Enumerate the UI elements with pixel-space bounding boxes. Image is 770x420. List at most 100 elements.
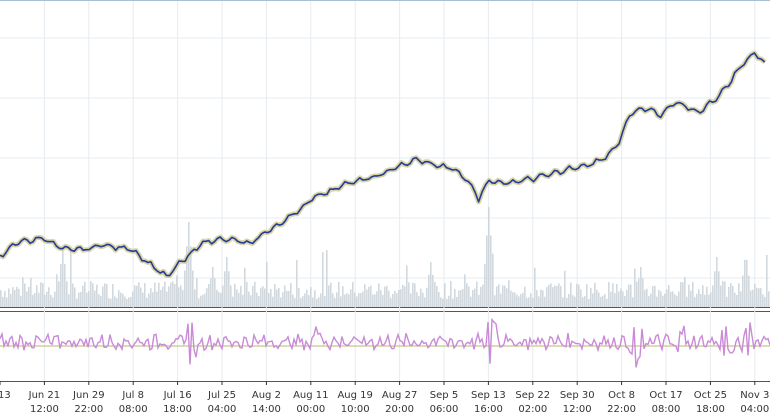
volume-bar	[124, 296, 126, 307]
volume-bar	[560, 286, 562, 307]
volume-bar	[402, 284, 404, 307]
volume-bar	[444, 283, 446, 307]
volume-bar	[390, 297, 392, 307]
volume-bar	[250, 295, 252, 307]
volume-bar	[766, 254, 768, 307]
volume-bar	[688, 284, 690, 307]
volume-bar	[656, 296, 658, 307]
volume-bar	[542, 290, 544, 307]
volume-bar	[58, 281, 60, 307]
volume-bar	[438, 291, 440, 307]
volume-bar	[742, 275, 744, 307]
volume-bar	[158, 282, 160, 307]
x-tick-label-time: 22:00	[607, 404, 636, 415]
volume-bar	[654, 285, 656, 307]
volume-bar	[646, 288, 648, 307]
volume-bar	[628, 284, 630, 307]
price-line-halo	[0, 50, 767, 279]
volume-bar	[732, 285, 734, 307]
volume-bar	[512, 292, 514, 307]
volume-bar	[602, 295, 604, 307]
volume-bar	[280, 297, 282, 307]
volume-bar	[92, 283, 94, 307]
volume-bar	[282, 292, 284, 307]
volume-bar	[764, 296, 766, 307]
volume-bar	[102, 286, 104, 307]
volume-bar	[144, 283, 146, 307]
volume-bar	[256, 292, 258, 307]
volume-bar	[392, 293, 394, 307]
volume-bar	[266, 261, 268, 307]
volume-bar	[260, 287, 262, 307]
volume-bar	[682, 282, 684, 307]
volume-bar	[536, 289, 538, 307]
volume-bar	[116, 298, 118, 307]
volume-bar	[462, 288, 464, 307]
volume-bar	[452, 298, 454, 307]
volume-bar	[524, 286, 526, 307]
volume-bar	[408, 282, 410, 307]
volume-bar	[228, 271, 230, 307]
volume-bar	[6, 297, 8, 307]
volume-bar	[300, 298, 302, 307]
volume-bar	[534, 267, 536, 307]
price-line	[0, 52, 766, 277]
volume-bar	[380, 290, 382, 307]
volume-bar	[680, 282, 682, 307]
volume-bar	[432, 274, 434, 307]
x-tick-label-date: Oct 17	[649, 390, 682, 401]
volume-bar	[738, 283, 740, 307]
volume-bar	[320, 293, 322, 307]
volume-bar	[384, 286, 386, 307]
volume-bar	[428, 274, 430, 307]
volume-bar	[288, 291, 290, 307]
volume-bar	[332, 293, 334, 307]
volume-bar	[482, 284, 484, 307]
volume-bar	[160, 290, 162, 307]
volume-bar	[490, 235, 492, 307]
volume-bar	[442, 298, 444, 307]
volume-bar	[24, 283, 26, 307]
volume-bar	[410, 293, 412, 307]
volume-bar	[10, 293, 12, 307]
x-tick-label-time: 12:00	[563, 404, 592, 415]
volume-bar	[258, 296, 260, 307]
x-tick-label-date: Aug 27	[382, 390, 417, 401]
x-tick-label-time: 18:00	[696, 404, 725, 415]
volume-bar	[464, 274, 466, 307]
volume-bar	[350, 289, 352, 307]
volume-bar	[368, 286, 370, 307]
volume-bar	[56, 274, 58, 307]
volume-bar	[108, 298, 110, 307]
volume-bar	[268, 292, 270, 307]
volume-bar	[418, 295, 420, 307]
volume-bar	[334, 297, 336, 307]
x-tick-label-date: Sep 13	[471, 390, 506, 401]
volume-bar	[232, 296, 234, 307]
volume-bar	[104, 283, 106, 307]
volume-bar	[30, 278, 32, 307]
volume-bar	[420, 288, 422, 307]
volume-bar	[190, 246, 192, 307]
volume-bar	[362, 291, 364, 307]
volume-bar	[142, 292, 144, 307]
volume-bar	[626, 289, 628, 307]
volume-bar	[242, 294, 244, 307]
volume-bar	[322, 251, 324, 307]
volume-bar	[580, 289, 582, 307]
volume-bar	[670, 291, 672, 307]
volume-bar	[530, 293, 532, 307]
volume-bar	[244, 267, 246, 307]
volume-bar	[136, 285, 138, 307]
x-tick-label-date: Jun 13	[0, 390, 11, 401]
volume-bar	[218, 291, 220, 307]
volume-bar	[516, 294, 518, 307]
volume-bar	[220, 293, 222, 307]
volume-bar	[120, 292, 122, 307]
volume-bar	[702, 285, 704, 307]
volume-bar	[198, 298, 200, 307]
volume-bar	[70, 246, 72, 307]
volume-bar	[546, 287, 548, 307]
volume-bar	[588, 298, 590, 307]
